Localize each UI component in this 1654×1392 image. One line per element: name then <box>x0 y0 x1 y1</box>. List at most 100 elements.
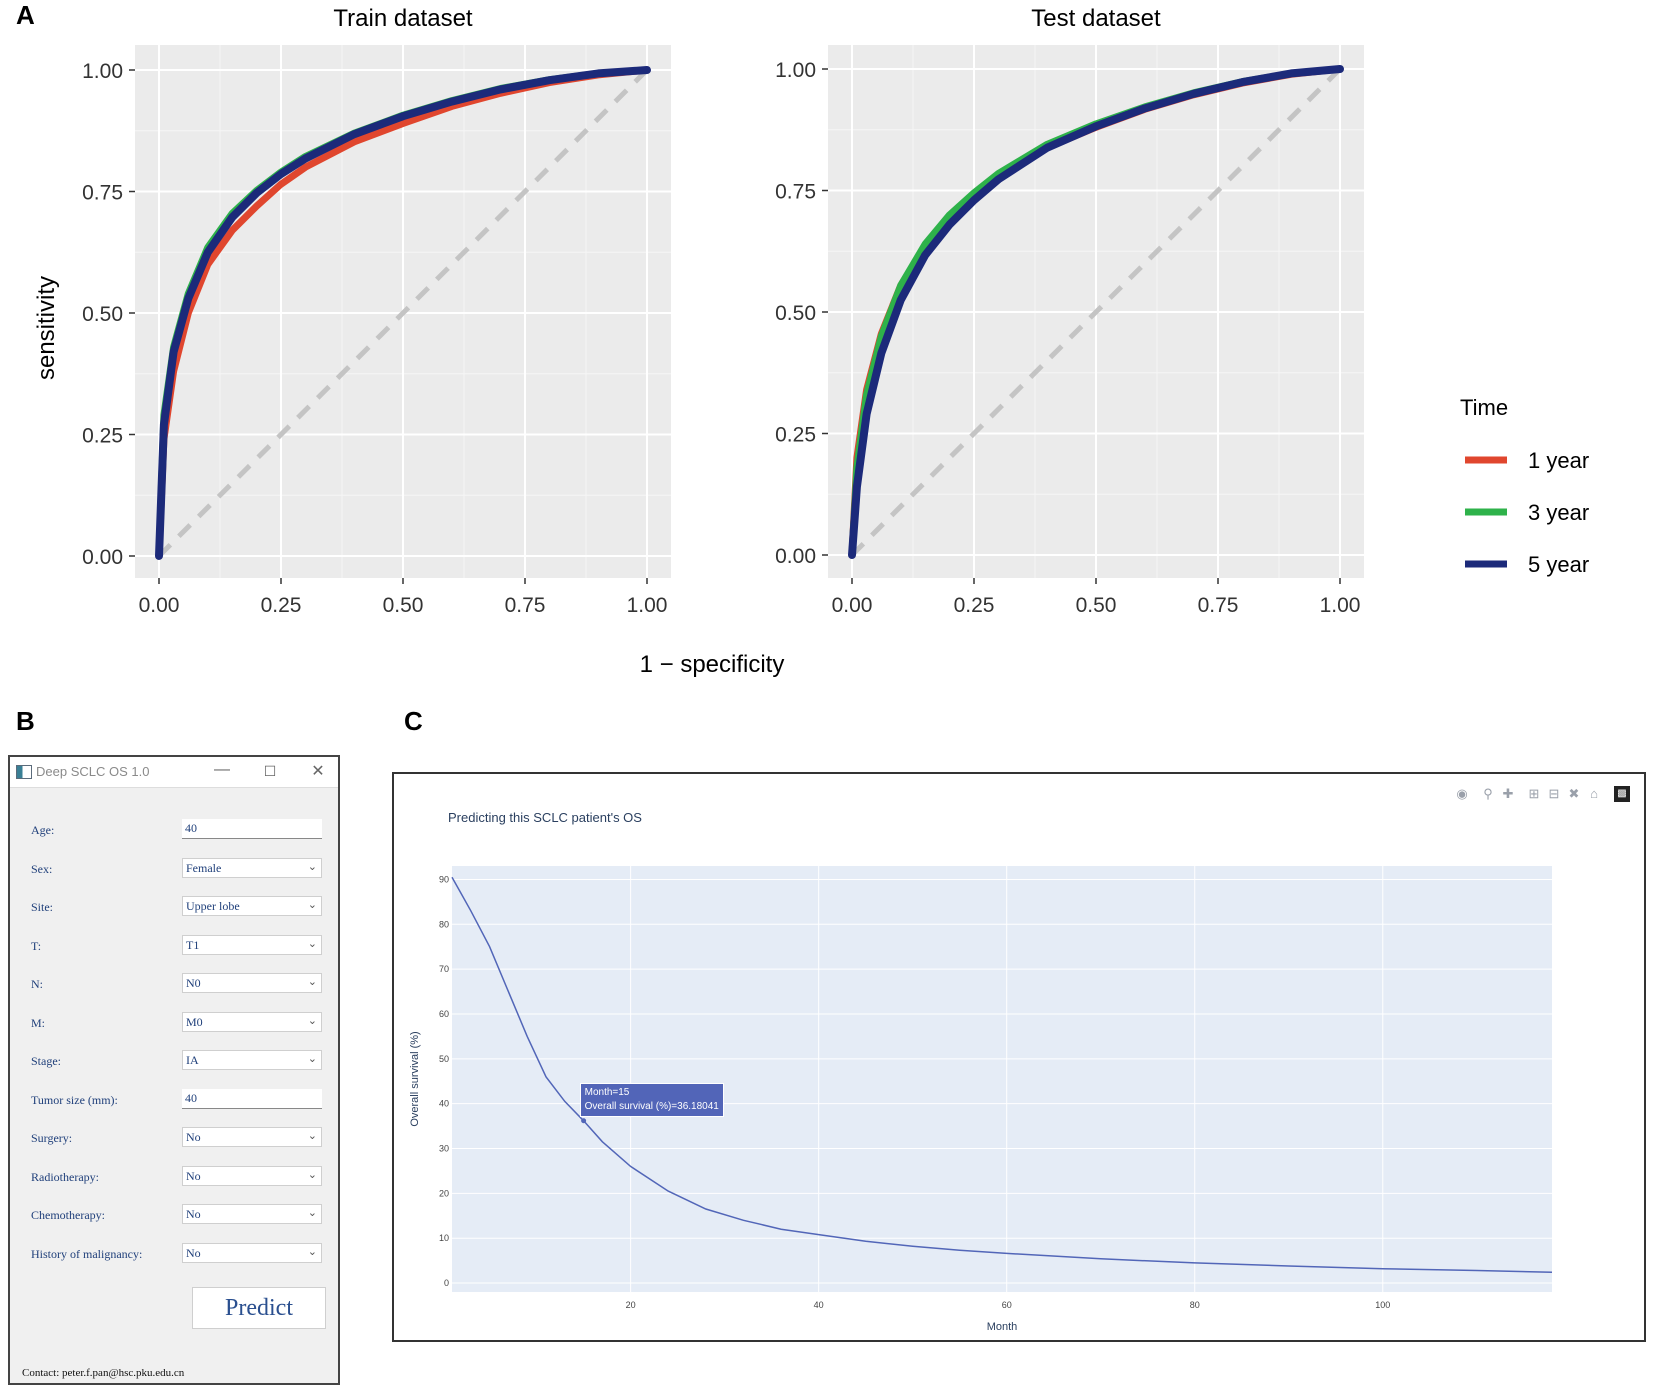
field-label: Age: <box>31 823 55 837</box>
chevron-down-icon: ⌄ <box>307 937 317 950</box>
y-tick-label: 1.00 <box>82 60 123 83</box>
chevron-down-icon: ⌄ <box>307 1053 317 1065</box>
y-tick-label: 0.25 <box>775 424 816 447</box>
form-row: Chemotherapy: No ⌄ <box>10 1204 338 1228</box>
dropdown-select[interactable]: N0 ⌄ <box>182 973 322 993</box>
field-label: Stage: <box>31 1054 61 1068</box>
y-axis-label: Overall survival (%) <box>409 1031 421 1126</box>
maximize-icon[interactable]: ☐ <box>263 763 277 779</box>
field-value: Female <box>186 860 222 875</box>
dropdown-select[interactable]: Upper lobe ⌄ <box>182 896 322 916</box>
close-icon[interactable]: ✕ <box>311 763 325 780</box>
field-value: T1 <box>186 937 200 952</box>
chart-title: Predicting this SCLC patient's OS <box>448 810 642 825</box>
x-tick-label: 0.50 <box>1076 594 1117 617</box>
train-roc-chart: 0.00 0.25 0.50 0.75 1.00 0.00 0.25 0.50 0.75 1.00… <box>82 5 671 617</box>
x-axis-label: 1 − specificity <box>640 651 785 678</box>
form-row: Surgery: No ⌄ <box>10 1127 338 1151</box>
legend: Time 1 year 3 year 5 year <box>1460 395 1589 577</box>
y-tick-label: 0.50 <box>82 303 123 326</box>
x-axis-label: Month <box>987 1321 1018 1333</box>
x-tick-label: 100 <box>1375 1300 1390 1310</box>
y-tick-label: 0.25 <box>82 425 123 448</box>
y-tick-label: 10 <box>439 1233 449 1243</box>
y-tick-label: 1.00 <box>775 59 816 82</box>
field-label: M: <box>31 1015 46 1030</box>
x-tick-label: 0.50 <box>383 594 424 617</box>
dropdown-select[interactable]: No ⌄ <box>182 1127 322 1147</box>
field-label: Surgery: <box>31 1131 73 1145</box>
dropdown-select[interactable]: IA ⌄ <box>182 1050 322 1070</box>
field-label: Radiotherapy: <box>31 1169 99 1184</box>
chevron-down-icon: ⌄ <box>307 1130 317 1142</box>
contact-text: Contact: peter.f.pan@hsc.pku.edu.cn <box>22 1367 185 1379</box>
reference-diagonal <box>157 68 649 558</box>
modebar: ◉ ⚲ ✚ ⊞ ⊟ ✖ ⌂ ▩ <box>1454 786 1634 804</box>
legend-label: 1 year <box>1528 448 1589 473</box>
field-value: M0 <box>186 1014 203 1029</box>
test-roc-chart: 0.00 0.25 0.50 0.75 1.00 0.00 0.25 0.50 0.75 1.00… <box>775 5 1364 617</box>
field-value: N0 <box>186 976 201 990</box>
text-field[interactable]: 40 <box>182 1088 322 1109</box>
legend-title: Time <box>1460 395 1508 420</box>
autoscale-icon[interactable]: ✖ <box>1568 786 1580 801</box>
field-label: T: <box>31 938 42 953</box>
plotly-logo-icon[interactable]: ▩ <box>1614 786 1630 802</box>
dropdown-select[interactable]: No ⌄ <box>182 1204 322 1224</box>
y-tick-label: 0 <box>444 1278 449 1288</box>
y-tick-label: 20 <box>439 1188 449 1198</box>
field-value: No <box>186 1207 201 1221</box>
y-tick-label: 0.00 <box>775 545 816 568</box>
roc-figure: 0.00 0.25 0.50 0.75 1.00 0.00 0.25 0.50 0.75 1.00… <box>33 5 1589 678</box>
chart-title: Test dataset <box>1031 5 1161 32</box>
chevron-down-icon: ⌄ <box>307 1168 317 1181</box>
dropdown-select[interactable]: T1 ⌄ <box>182 934 322 955</box>
dropdown-select[interactable]: No ⌄ <box>182 1242 322 1263</box>
minimize-icon[interactable]: — <box>214 761 230 778</box>
reference-diagonal <box>850 67 1342 557</box>
form-row: T: T1 ⌄ <box>10 934 338 959</box>
x-tick-label: 0.75 <box>1198 594 1239 617</box>
x-tick-label: 0.25 <box>261 594 302 617</box>
camera-icon[interactable]: ◉ <box>1456 786 1468 801</box>
x-tick-label: 60 <box>1002 1300 1012 1310</box>
chart-title: Train dataset <box>333 5 473 32</box>
predict-button[interactable]: Predict <box>192 1287 326 1329</box>
title-bar: Deep SCLC OS 1.0 — ☐ ✕ <box>10 757 338 788</box>
chevron-down-icon: ⌄ <box>307 1207 317 1219</box>
dropdown-select[interactable]: M0 ⌄ <box>182 1011 322 1032</box>
y-tick-label: 0.75 <box>82 182 123 205</box>
x-tick-label: 0.00 <box>139 594 180 617</box>
x-tick-label: 20 <box>626 1300 636 1310</box>
y-tick-label: 90 <box>439 874 449 884</box>
chevron-down-icon: ⌄ <box>307 899 317 911</box>
text-field[interactable]: 40 <box>182 819 322 839</box>
y-tick-label: 70 <box>439 964 449 974</box>
chevron-down-icon: ⌄ <box>307 1014 317 1027</box>
x-tick-label: 1.00 <box>627 594 668 617</box>
zoom-in-icon[interactable]: ⊞ <box>1528 786 1540 801</box>
form-row: History of malignancy: No ⌄ <box>10 1242 338 1267</box>
form-row: N: N0 ⌄ <box>10 973 338 997</box>
form-row: Age: 40 <box>10 819 338 843</box>
x-tick-label: 0.75 <box>505 594 546 617</box>
form-row: Radiotherapy: No ⌄ <box>10 1165 338 1190</box>
y-tick-label: 80 <box>439 919 449 929</box>
x-tick-label: 80 <box>1190 1300 1200 1310</box>
legend-label: 3 year <box>1528 500 1589 525</box>
form-row: Site: Upper lobe ⌄ <box>10 896 338 920</box>
pan-icon[interactable]: ✚ <box>1502 786 1514 801</box>
survival-line <box>451 876 1553 1274</box>
field-label: Site: <box>31 900 54 914</box>
field-label: History of malignancy: <box>31 1246 143 1261</box>
panel-label-b: B <box>16 706 35 736</box>
x-tick-label: 0.00 <box>832 594 873 617</box>
chevron-down-icon: ⌄ <box>307 1245 317 1258</box>
home-icon[interactable]: ⌂ <box>1590 786 1598 801</box>
dropdown-select[interactable]: No ⌄ <box>182 1165 322 1186</box>
zoom-out-icon[interactable]: ⊟ <box>1548 786 1560 801</box>
zoom-icon[interactable]: ⚲ <box>1483 786 1493 801</box>
y-tick-label: 50 <box>439 1054 449 1064</box>
dropdown-select[interactable]: Female ⌄ <box>182 857 322 878</box>
y-tick-label: 30 <box>439 1144 449 1154</box>
